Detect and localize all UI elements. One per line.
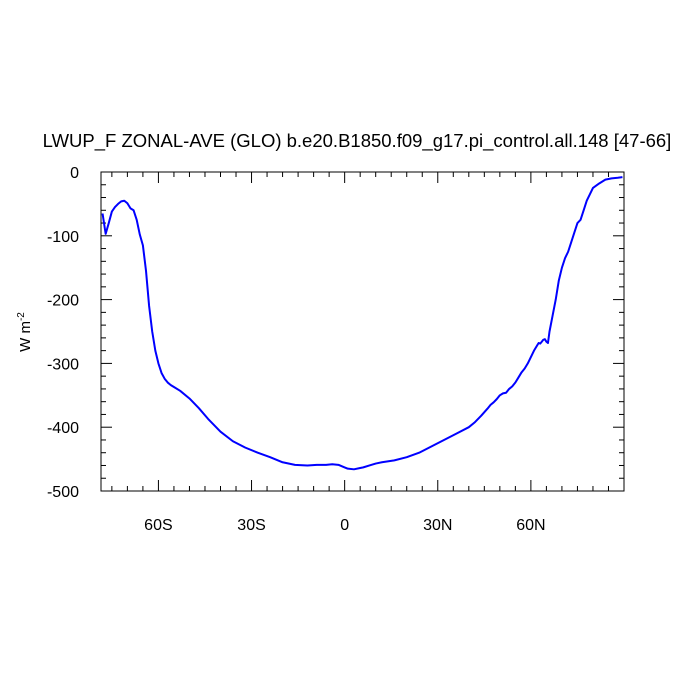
y-axis-label-exponent: -2 [16, 312, 27, 321]
y-tick-label: -100 [47, 229, 79, 246]
series-line [101, 176, 623, 471]
y-axis-label-text: W m [17, 321, 34, 352]
y-axis-label: W m-2 [16, 312, 34, 352]
axis-ticks [101, 171, 624, 492]
x-tick-label: 60N [516, 517, 545, 534]
y-tick-label: -200 [47, 293, 79, 310]
x-tick-label: 60S [144, 517, 172, 534]
y-tick-label: -500 [47, 484, 79, 501]
y-tick-label: -300 [47, 356, 79, 373]
axis-tick-labels: 60S 30S 0 30N 60N 0 -100 -200 -300 -400 -500 [47, 165, 546, 534]
svg-text:W m-2: W m-2 [16, 312, 34, 352]
x-tick-label: 30S [237, 517, 265, 534]
y-tick-label: 0 [70, 165, 79, 182]
x-tick-label: 30N [423, 517, 452, 534]
chart-title: LWUP_F ZONAL-AVE (GLO) b.e20.B1850.f09_g… [43, 130, 672, 152]
y-tick-label: -400 [47, 420, 79, 437]
plot-frame [100, 171, 625, 492]
x-tick-label: 0 [340, 517, 349, 534]
